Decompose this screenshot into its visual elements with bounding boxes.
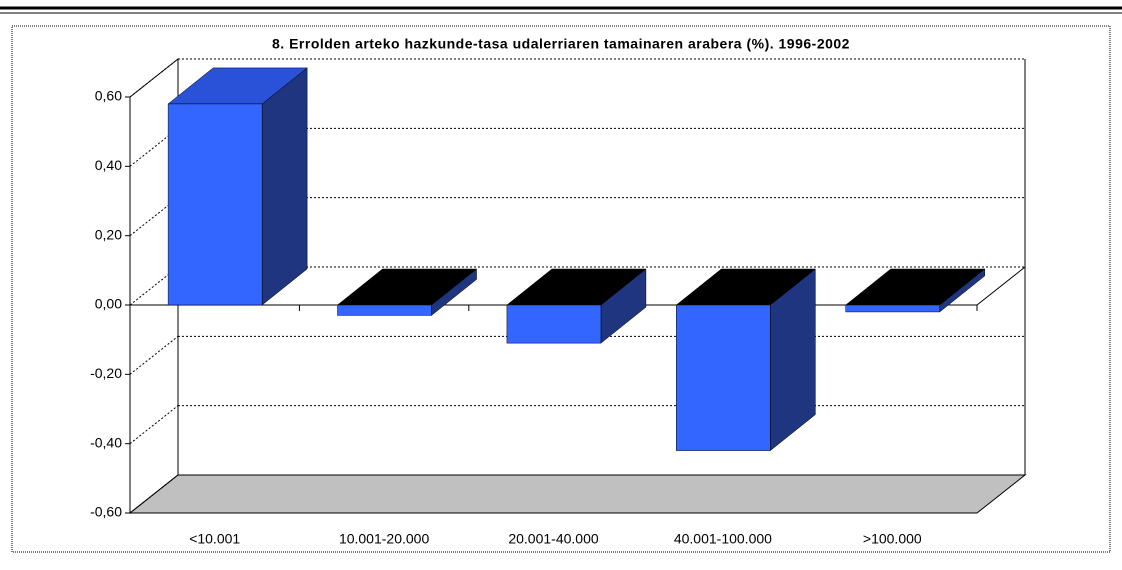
y-tick-label: -0,20: [90, 365, 122, 381]
bar: [167, 103, 263, 306]
y-tick-label: -0,40: [90, 434, 122, 450]
bar: [676, 304, 771, 451]
bar: [506, 304, 602, 344]
bar: [845, 304, 940, 313]
chart-title: 8. Errolden arteko hazkunde-tasa udalerr…: [272, 36, 850, 52]
x-tick-label: <10.001: [189, 531, 240, 547]
x-tick-label: 10.001-20.000: [339, 531, 430, 547]
bar-side: [261, 67, 308, 306]
y-tick-label: 0,40: [95, 157, 122, 173]
y-tick-label: 0,20: [95, 226, 122, 242]
y-tick-label: 0,00: [95, 296, 122, 312]
x-tick-label: >100.000: [863, 531, 922, 547]
x-tick-label: 40.001-100.000: [674, 531, 772, 547]
y-tick-label: -0,60: [90, 504, 122, 520]
y-tick-label: 0,60: [95, 88, 122, 104]
bar: [337, 304, 432, 316]
x-tick-label: 20.001-40.000: [508, 531, 599, 547]
zero-axis-depth: [976, 266, 1026, 306]
floor: [128, 474, 1027, 514]
